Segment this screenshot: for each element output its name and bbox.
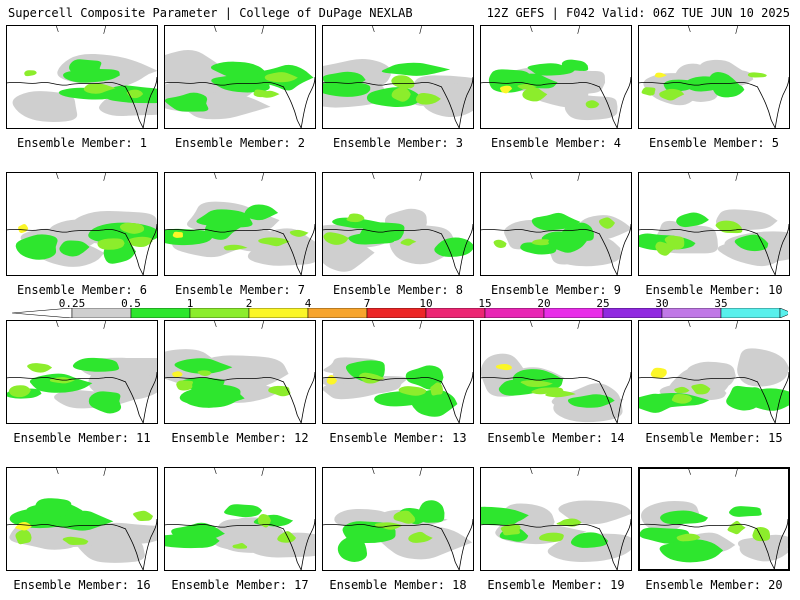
ensemble-panel-14[interactable] bbox=[480, 320, 632, 424]
ensemble-member-label: Ensemble Member: 10 bbox=[645, 283, 783, 297]
legend-swatch bbox=[425, 308, 486, 318]
forecast-map bbox=[7, 468, 157, 570]
forecast-map bbox=[639, 26, 789, 128]
ensemble-panel-15[interactable] bbox=[638, 320, 790, 424]
forecast-map bbox=[481, 173, 631, 275]
ensemble-panel-11[interactable] bbox=[6, 320, 158, 424]
ensemble-member-label: Ensemble Member: 5 bbox=[648, 136, 780, 150]
ensemble-panel-20[interactable] bbox=[638, 467, 790, 571]
legend-swatch bbox=[484, 308, 545, 318]
legend-tick-label: 4 bbox=[304, 297, 312, 310]
ensemble-member-label: Ensemble Member: 15 bbox=[645, 431, 783, 445]
ensemble-member-label: Ensemble Member: 2 bbox=[174, 136, 306, 150]
forecast-map bbox=[7, 321, 157, 423]
legend-tick-label: 20 bbox=[537, 297, 551, 310]
ensemble-member-label: Ensemble Member: 3 bbox=[332, 136, 464, 150]
ensemble-member-label: Ensemble Member: 16 bbox=[13, 578, 151, 592]
color-legend bbox=[12, 308, 788, 318]
ensemble-member-label: Ensemble Member: 13 bbox=[329, 431, 467, 445]
ensemble-panel-19[interactable] bbox=[480, 467, 632, 571]
ensemble-member-label: Ensemble Member: 20 bbox=[645, 578, 783, 592]
legend-bar bbox=[12, 308, 788, 318]
forecast-map bbox=[7, 173, 157, 275]
legend-tick-label: 0.5 bbox=[121, 297, 141, 310]
forecast-map bbox=[481, 468, 631, 570]
ensemble-panel-8[interactable] bbox=[322, 172, 474, 276]
forecast-map bbox=[640, 469, 788, 569]
legend-tick-label: 7 bbox=[363, 297, 371, 310]
run-info: 12Z GEFS | F042 Valid: 06Z TUE JUN 10 20… bbox=[486, 6, 790, 20]
ensemble-panel-6[interactable] bbox=[6, 172, 158, 276]
ensemble-panel-10[interactable] bbox=[638, 172, 790, 276]
legend-tick-label: 35 bbox=[714, 297, 728, 310]
legend-tick-label: 0.25 bbox=[58, 297, 86, 310]
ensemble-member-label: Ensemble Member: 14 bbox=[487, 431, 625, 445]
legend-tick-label: 1 bbox=[186, 297, 194, 310]
ensemble-panel-18[interactable] bbox=[322, 467, 474, 571]
ensemble-member-label: Ensemble Member: 1 bbox=[16, 136, 148, 150]
ensemble-member-label: Ensemble Member: 8 bbox=[332, 283, 464, 297]
ensemble-member-label: Ensemble Member: 7 bbox=[174, 283, 306, 297]
ensemble-panel-7[interactable] bbox=[164, 172, 316, 276]
ensemble-panel-2[interactable] bbox=[164, 25, 316, 129]
legend-swatch bbox=[720, 308, 781, 318]
ensemble-panel-17[interactable] bbox=[164, 467, 316, 571]
legend-swatch bbox=[366, 308, 427, 318]
forecast-map bbox=[639, 173, 789, 275]
ensemble-member-label: Ensemble Member: 19 bbox=[487, 578, 625, 592]
forecast-map bbox=[323, 321, 473, 423]
legend-swatch bbox=[661, 308, 722, 318]
forecast-map bbox=[165, 321, 315, 423]
forecast-map bbox=[165, 173, 315, 275]
ensemble-member-label: Ensemble Member: 17 bbox=[171, 578, 309, 592]
legend-swatch bbox=[248, 308, 309, 318]
legend-swatch bbox=[543, 308, 604, 318]
forecast-map bbox=[165, 468, 315, 570]
legend-swatch bbox=[307, 308, 368, 318]
ensemble-panel-1[interactable] bbox=[6, 25, 158, 129]
ensemble-panel-5[interactable] bbox=[638, 25, 790, 129]
ensemble-member-label: Ensemble Member: 6 bbox=[16, 283, 148, 297]
ensemble-panel-16[interactable] bbox=[6, 467, 158, 571]
forecast-map bbox=[481, 26, 631, 128]
ensemble-panel-3[interactable] bbox=[322, 25, 474, 129]
forecast-map bbox=[165, 26, 315, 128]
legend-swatch bbox=[602, 308, 663, 318]
ensemble-member-label: Ensemble Member: 11 bbox=[13, 431, 151, 445]
page-title: Supercell Composite Parameter | College … bbox=[8, 6, 413, 20]
legend-tick-label: 10 bbox=[419, 297, 433, 310]
ensemble-member-label: Ensemble Member: 12 bbox=[171, 431, 309, 445]
forecast-map bbox=[323, 26, 473, 128]
legend-tick-label: 30 bbox=[655, 297, 669, 310]
ensemble-member-label: Ensemble Member: 9 bbox=[490, 283, 622, 297]
ensemble-member-label: Ensemble Member: 4 bbox=[490, 136, 622, 150]
ensemble-panel-9[interactable] bbox=[480, 172, 632, 276]
legend-tick-label: 2 bbox=[245, 297, 253, 310]
ensemble-panel-13[interactable] bbox=[322, 320, 474, 424]
ensemble-member-label: Ensemble Member: 18 bbox=[329, 578, 467, 592]
forecast-map bbox=[323, 468, 473, 570]
forecast-map bbox=[7, 26, 157, 128]
forecast-map bbox=[481, 321, 631, 423]
forecast-map bbox=[639, 321, 789, 423]
forecast-map bbox=[323, 173, 473, 275]
legend-tick-label: 15 bbox=[478, 297, 492, 310]
legend-tick-label: 25 bbox=[596, 297, 610, 310]
legend-swatch bbox=[189, 308, 250, 318]
ensemble-panel-4[interactable] bbox=[480, 25, 632, 129]
ensemble-panel-12[interactable] bbox=[164, 320, 316, 424]
